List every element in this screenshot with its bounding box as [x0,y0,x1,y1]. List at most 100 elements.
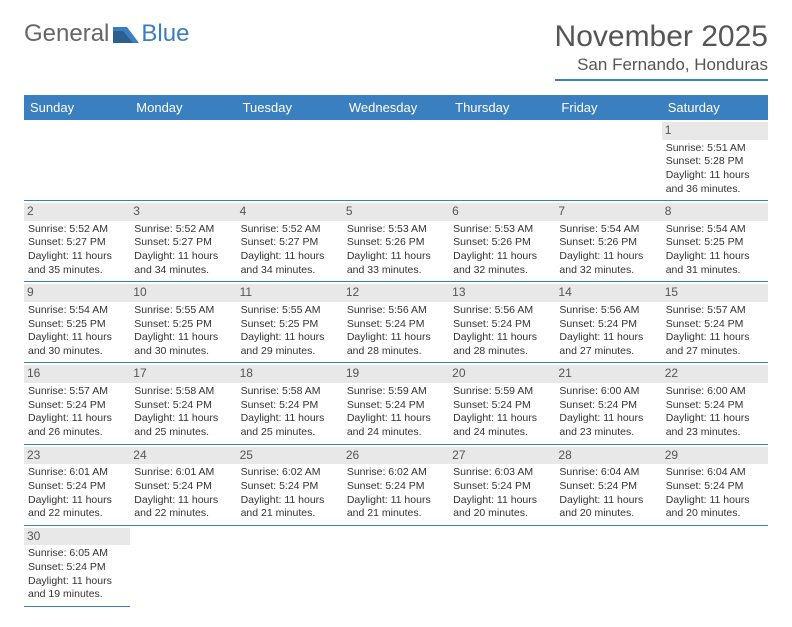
day-number: 20 [449,365,555,383]
day-info: Sunrise: 5:54 AMSunset: 5:26 PMDaylight:… [559,223,657,278]
logo-text-1: General [24,20,109,48]
calendar-cell: 26Sunrise: 6:02 AMSunset: 5:24 PMDayligh… [343,445,449,526]
day-info: Sunrise: 5:52 AMSunset: 5:27 PMDaylight:… [134,223,232,278]
calendar-cell [555,120,661,201]
calendar-cell: 20 Sunrise: 5:59 AMSunset: 5:24 PMDayligh… [449,363,555,444]
day-info: Sunrise: 5:56 AMSunset: 5:24 PMDaylight:… [453,304,551,359]
day-number: 16 [24,365,130,383]
calendar-grid: 1 Sunrise: 5:51 AMSunset: 5:28 PMDaylight… [24,120,768,607]
day-number: 2 [24,203,130,221]
day-number: 27 [449,447,555,465]
calendar-cell: 27Sunrise: 6:03 AMSunset: 5:24 PMDayligh… [449,445,555,526]
calendar-cell: 15 Sunrise: 5:57 AMSunset: 5:24 PMDayligh… [662,282,768,363]
day-info: Sunrise: 5:55 AMSunset: 5:25 PMDaylight:… [241,304,339,359]
day-number: 1 [662,122,768,140]
calendar-cell: 29Sunrise: 6:04 AMSunset: 5:24 PMDayligh… [662,445,768,526]
day-info: Sunrise: 5:57 AMSunset: 5:24 PMDaylight:… [666,304,764,359]
day-info: Sunrise: 6:00 AMSunset: 5:24 PMDaylight:… [666,385,764,440]
day-number: 9 [24,284,130,302]
calendar-cell: 8Sunrise: 5:54 AMSunset: 5:25 PMDaylight… [662,201,768,282]
day-number: 21 [555,365,661,383]
day-info: Sunrise: 6:05 AMSunset: 5:24 PMDaylight:… [28,547,126,602]
calendar-cell: 1 Sunrise: 5:51 AMSunset: 5:28 PMDaylight… [662,120,768,201]
weekday-label: Tuesday [237,95,343,120]
header: General Blue November 2025 San Fernando,… [24,20,768,81]
day-number: 14 [555,284,661,302]
calendar-cell [130,120,236,201]
weekday-label: Wednesday [343,95,449,120]
calendar-cell: 21Sunrise: 6:00 AMSunset: 5:24 PMDayligh… [555,363,661,444]
day-info: Sunrise: 6:03 AMSunset: 5:24 PMDaylight:… [453,466,551,521]
weekday-label: Thursday [449,95,555,120]
weekday-header: SundayMondayTuesdayWednesdayThursdayFrid… [24,95,768,120]
day-info: Sunrise: 5:58 AMSunset: 5:24 PMDaylight:… [134,385,232,440]
calendar-cell: 5 Sunrise: 5:53 AMSunset: 5:26 PMDaylight… [343,201,449,282]
calendar-cell: 4Sunrise: 5:52 AMSunset: 5:27 PMDaylight… [237,201,343,282]
weekday-label: Sunday [24,95,130,120]
logo: General Blue [24,20,189,48]
calendar-cell: 19 Sunrise: 5:59 AMSunset: 5:24 PMDayligh… [343,363,449,444]
month-title: November 2025 [555,20,768,53]
day-number: 19 [343,365,449,383]
day-number: 25 [237,447,343,465]
calendar-cell: 23Sunrise: 6:01 AMSunset: 5:24 PMDayligh… [24,445,130,526]
logo-text-2: Blue [141,20,189,48]
day-info: Sunrise: 5:51 AMSunset: 5:28 PMDaylight:… [666,142,764,197]
calendar-cell: 13Sunrise: 5:56 AMSunset: 5:24 PMDayligh… [449,282,555,363]
calendar-cell: 11Sunrise: 5:55 AMSunset: 5:25 PMDayligh… [237,282,343,363]
day-info: Sunrise: 5:55 AMSunset: 5:25 PMDaylight:… [134,304,232,359]
calendar-cell: 17 Sunrise: 5:58 AMSunset: 5:24 PMDayligh… [130,363,236,444]
day-number: 6 [449,203,555,221]
day-number: 8 [662,203,768,221]
calendar-cell [449,120,555,201]
day-number: 30 [24,528,130,546]
day-info: Sunrise: 6:04 AMSunset: 5:24 PMDaylight:… [666,466,764,521]
calendar-cell [343,526,449,607]
calendar-cell: 24Sunrise: 6:01 AMSunset: 5:24 PMDayligh… [130,445,236,526]
day-info: Sunrise: 5:53 AMSunset: 5:26 PMDaylight:… [347,223,445,278]
calendar-cell [237,526,343,607]
day-info: Sunrise: 5:52 AMSunset: 5:27 PMDaylight:… [241,223,339,278]
calendar-cell: 16Sunrise: 5:57 AMSunset: 5:24 PMDayligh… [24,363,130,444]
day-number: 15 [662,284,768,302]
calendar-cell: 7 Sunrise: 5:54 AMSunset: 5:26 PMDaylight… [555,201,661,282]
calendar-cell: 18 Sunrise: 5:58 AMSunset: 5:24 PMDayligh… [237,363,343,444]
day-number: 10 [130,284,236,302]
day-info: Sunrise: 6:02 AMSunset: 5:24 PMDaylight:… [347,466,445,521]
day-info: Sunrise: 6:04 AMSunset: 5:24 PMDaylight:… [559,466,657,521]
day-number: 24 [130,447,236,465]
day-number: 22 [662,365,768,383]
calendar-cell [343,120,449,201]
calendar-cell: 25Sunrise: 6:02 AMSunset: 5:24 PMDayligh… [237,445,343,526]
day-info: Sunrise: 5:59 AMSunset: 5:24 PMDaylight:… [453,385,551,440]
calendar-cell: 14 Sunrise: 5:56 AMSunset: 5:24 PMDayligh… [555,282,661,363]
day-info: Sunrise: 5:58 AMSunset: 5:24 PMDaylight:… [241,385,339,440]
day-info: Sunrise: 6:02 AMSunset: 5:24 PMDaylight:… [241,466,339,521]
day-number: 7 [555,203,661,221]
weekday-label: Saturday [662,95,768,120]
day-number: 12 [343,284,449,302]
day-info: Sunrise: 5:56 AMSunset: 5:24 PMDaylight:… [559,304,657,359]
calendar-cell: 22 Sunrise: 6:00 AMSunset: 5:24 PMDayligh… [662,363,768,444]
calendar-cell [449,526,555,607]
calendar-cell: 10 Sunrise: 5:55 AMSunset: 5:25 PMDayligh… [130,282,236,363]
day-number: 17 [130,365,236,383]
day-number: 28 [555,447,661,465]
day-info: Sunrise: 6:01 AMSunset: 5:24 PMDaylight:… [134,466,232,521]
calendar-cell: 3 Sunrise: 5:52 AMSunset: 5:27 PMDaylight… [130,201,236,282]
calendar-cell: 9Sunrise: 5:54 AMSunset: 5:25 PMDaylight… [24,282,130,363]
calendar-cell: 30Sunrise: 6:05 AMSunset: 5:24 PMDayligh… [24,526,130,607]
day-number: 29 [662,447,768,465]
day-number: 5 [343,203,449,221]
day-info: Sunrise: 5:52 AMSunset: 5:27 PMDaylight:… [28,223,126,278]
day-number: 3 [130,203,236,221]
calendar-cell [237,120,343,201]
calendar-cell [130,526,236,607]
calendar-cell [555,526,661,607]
day-number: 18 [237,365,343,383]
day-info: Sunrise: 5:53 AMSunset: 5:26 PMDaylight:… [453,223,551,278]
day-info: Sunrise: 5:59 AMSunset: 5:24 PMDaylight:… [347,385,445,440]
day-info: Sunrise: 6:01 AMSunset: 5:24 PMDaylight:… [28,466,126,521]
calendar-cell: 12Sunrise: 5:56 AMSunset: 5:24 PMDayligh… [343,282,449,363]
calendar-cell [24,120,130,201]
